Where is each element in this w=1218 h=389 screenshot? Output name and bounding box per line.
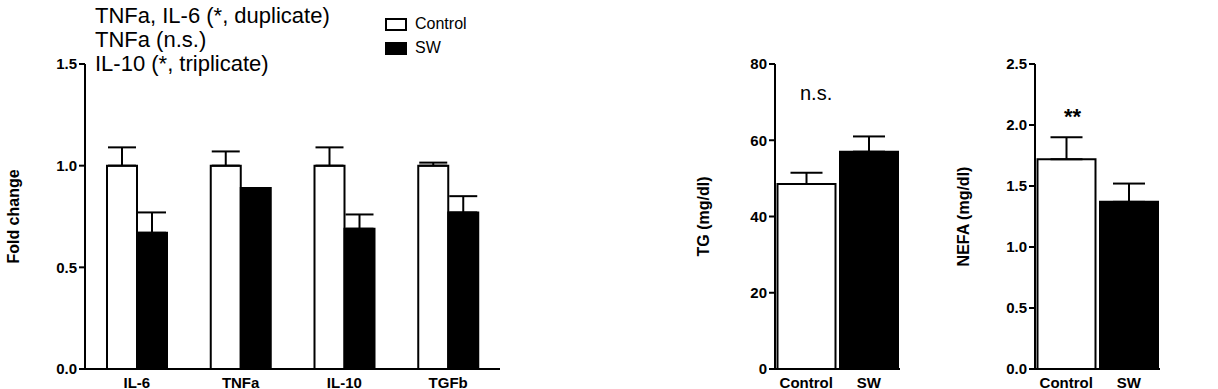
svg-text:40: 40 [750,208,767,225]
svg-text:1.5: 1.5 [56,55,77,72]
svg-text:TGFb: TGFb [429,374,468,389]
svg-text:1.0: 1.0 [56,157,77,174]
html-text:IL-10 (*, triplicate): IL-10 (*, triplicate) [95,51,269,76]
svg-text:0: 0 [759,360,767,377]
html-text:TNFa (n.s.): TNFa (n.s.) [95,27,207,52]
svg-text:SW: SW [857,374,882,389]
svg-text:1.5: 1.5 [1006,177,1027,194]
svg-text:TNFa: TNFa [222,374,260,389]
svg-text:0.5: 0.5 [1006,299,1027,316]
html-text:Control: Control [415,15,467,32]
svg-text:IL-10: IL-10 [327,374,362,389]
svg-text:20: 20 [750,284,767,301]
html-text:n.s.: n.s. [800,82,833,104]
svg-text:Fold change: Fold change [8,169,22,263]
svg-text:1.0: 1.0 [1006,238,1027,255]
svg-text:2.0: 2.0 [1006,116,1027,133]
svg-text:60: 60 [750,132,767,149]
svg-text:2.5: 2.5 [1006,55,1027,72]
svg-text:0.0: 0.0 [56,360,77,377]
html-text:SW: SW [415,39,441,56]
svg-text:TG (mg/dl): TG (mg/dl) [695,177,712,257]
svg-text:80: 80 [750,55,767,72]
svg-text:IL-6: IL-6 [124,374,151,389]
svg-text:NEFA (mg/dl): NEFA (mg/dl) [955,167,972,267]
svg-text:Control: Control [780,374,833,389]
svg-text:0.0: 0.0 [1006,360,1027,377]
svg-text:SW: SW [1117,374,1142,389]
svg-text:0.5: 0.5 [56,259,77,276]
svg-text:Control: Control [1040,374,1093,389]
html-text:TNFa, IL-6 (*, duplicate): TNFa, IL-6 (*, duplicate) [95,3,330,28]
